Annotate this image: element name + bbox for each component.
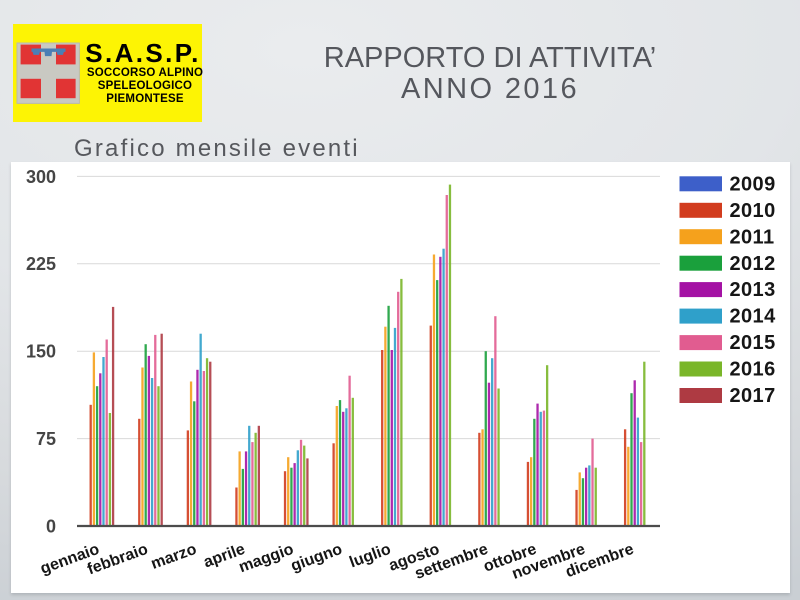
svg-text:luglio: luglio bbox=[347, 541, 393, 572]
svg-text:2011: 2011 bbox=[730, 226, 775, 248]
svg-text:2012: 2012 bbox=[730, 253, 776, 275]
svg-text:150: 150 bbox=[26, 342, 56, 362]
svg-text:maggio: maggio bbox=[237, 541, 296, 577]
svg-text:2010: 2010 bbox=[730, 200, 776, 222]
svg-text:2015: 2015 bbox=[730, 332, 776, 354]
svg-text:giugno: giugno bbox=[289, 541, 345, 575]
svg-text:2016: 2016 bbox=[730, 359, 776, 381]
svg-text:75: 75 bbox=[36, 429, 56, 449]
svg-text:300: 300 bbox=[26, 167, 56, 187]
svg-text:2013: 2013 bbox=[730, 279, 776, 301]
svg-text:2017: 2017 bbox=[730, 385, 776, 407]
svg-text:2009: 2009 bbox=[730, 173, 776, 195]
svg-text:2014: 2014 bbox=[730, 306, 777, 328]
svg-text:225: 225 bbox=[26, 254, 56, 274]
svg-text:0: 0 bbox=[46, 516, 56, 536]
svg-text:marzo: marzo bbox=[149, 541, 199, 573]
